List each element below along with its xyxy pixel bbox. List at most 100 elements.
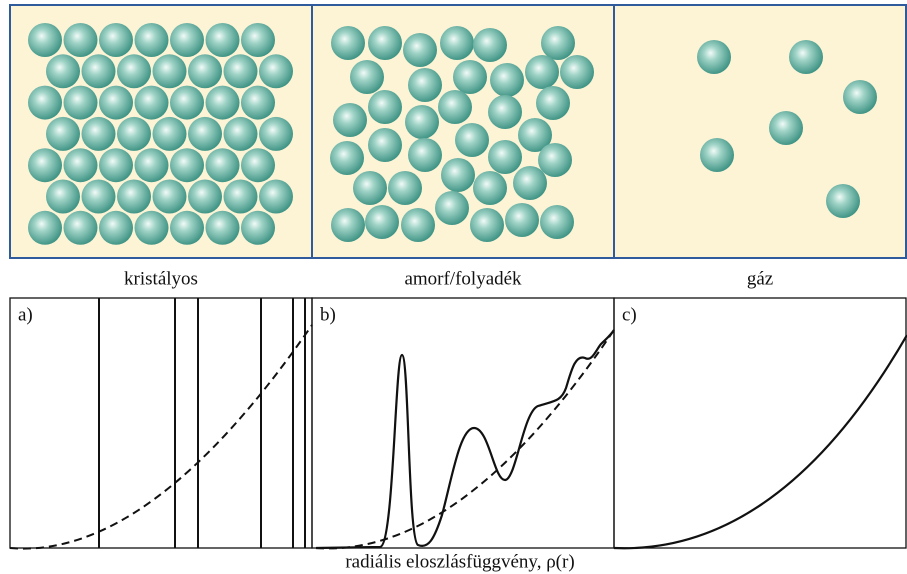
particle (46, 179, 80, 214)
dashed-curve (9, 324, 313, 550)
particle (408, 68, 442, 102)
particle (117, 179, 151, 214)
plot-frame (9, 297, 313, 549)
particle (81, 179, 116, 214)
particle (63, 23, 98, 57)
axis-label: radiális eloszlásfüggvény, ρ(r) (345, 551, 574, 572)
particle (28, 85, 62, 120)
panel-label: kristályos (124, 268, 198, 289)
particle (46, 116, 80, 151)
particle (408, 138, 442, 172)
plot-frame (311, 297, 615, 549)
particle (331, 26, 365, 60)
particle (152, 54, 187, 89)
particle (441, 158, 475, 192)
particle (28, 210, 62, 245)
particle (63, 148, 98, 183)
particle (541, 26, 575, 60)
particle (505, 203, 539, 237)
particle (134, 210, 169, 245)
particle (403, 33, 437, 67)
plot-label: a) (18, 304, 33, 325)
particle (99, 210, 133, 245)
particle (470, 208, 504, 242)
particle (259, 179, 293, 214)
particle (405, 105, 439, 139)
gas-panel (613, 4, 907, 259)
particle (697, 40, 731, 74)
particle (435, 191, 469, 225)
particle (488, 140, 522, 174)
particle (513, 166, 547, 200)
particle (117, 54, 151, 89)
particle (170, 23, 204, 57)
particle (241, 210, 275, 245)
particle (152, 179, 187, 214)
particle (331, 208, 365, 242)
particle (134, 148, 169, 183)
particle (241, 148, 275, 183)
particle (28, 148, 62, 183)
particle (205, 148, 240, 183)
plots (9, 297, 907, 550)
particle (241, 85, 275, 120)
particle (350, 60, 384, 94)
particle (455, 123, 489, 157)
particle (368, 128, 402, 162)
particles (28, 23, 877, 245)
plot-frame (613, 297, 907, 549)
particle (99, 85, 133, 120)
delta-peaks (98, 298, 306, 548)
particle (259, 54, 293, 89)
particle (63, 210, 98, 245)
particle (365, 205, 399, 239)
particle (63, 85, 98, 120)
particle (401, 208, 435, 242)
particle (388, 171, 422, 205)
particle (789, 40, 823, 74)
particle (259, 116, 293, 151)
particle (28, 23, 62, 57)
particle (490, 63, 524, 97)
particle (488, 95, 522, 129)
particle (368, 26, 402, 60)
particle (826, 184, 860, 218)
particle (134, 23, 169, 57)
particle (438, 90, 472, 124)
particle (99, 23, 133, 57)
particle (205, 23, 240, 57)
particle (518, 118, 552, 152)
particle (223, 179, 258, 214)
particle (99, 148, 133, 183)
particle (333, 103, 367, 137)
particle (353, 171, 387, 205)
particle (205, 85, 240, 120)
particle (152, 116, 187, 151)
particle (223, 54, 258, 89)
particle (223, 116, 258, 151)
particle (843, 80, 877, 114)
particle (560, 55, 594, 89)
particle (188, 54, 222, 89)
rdf-curve (315, 329, 615, 550)
panel-label: amorf/folyadék (404, 268, 522, 289)
particle (81, 54, 116, 89)
particle (134, 85, 169, 120)
particle (188, 179, 222, 214)
particle (117, 116, 151, 151)
plot-label: b) (320, 304, 336, 325)
particle (525, 55, 559, 89)
particle (440, 26, 474, 60)
particle (330, 141, 364, 175)
particle (540, 205, 574, 239)
particle (769, 111, 803, 145)
particle (473, 171, 507, 205)
plot-label: c) (622, 304, 637, 325)
particle (368, 90, 402, 124)
particle (538, 143, 572, 177)
particle (170, 148, 204, 183)
panel-label: gáz (747, 268, 773, 289)
particle (205, 210, 240, 245)
particle (170, 85, 204, 120)
